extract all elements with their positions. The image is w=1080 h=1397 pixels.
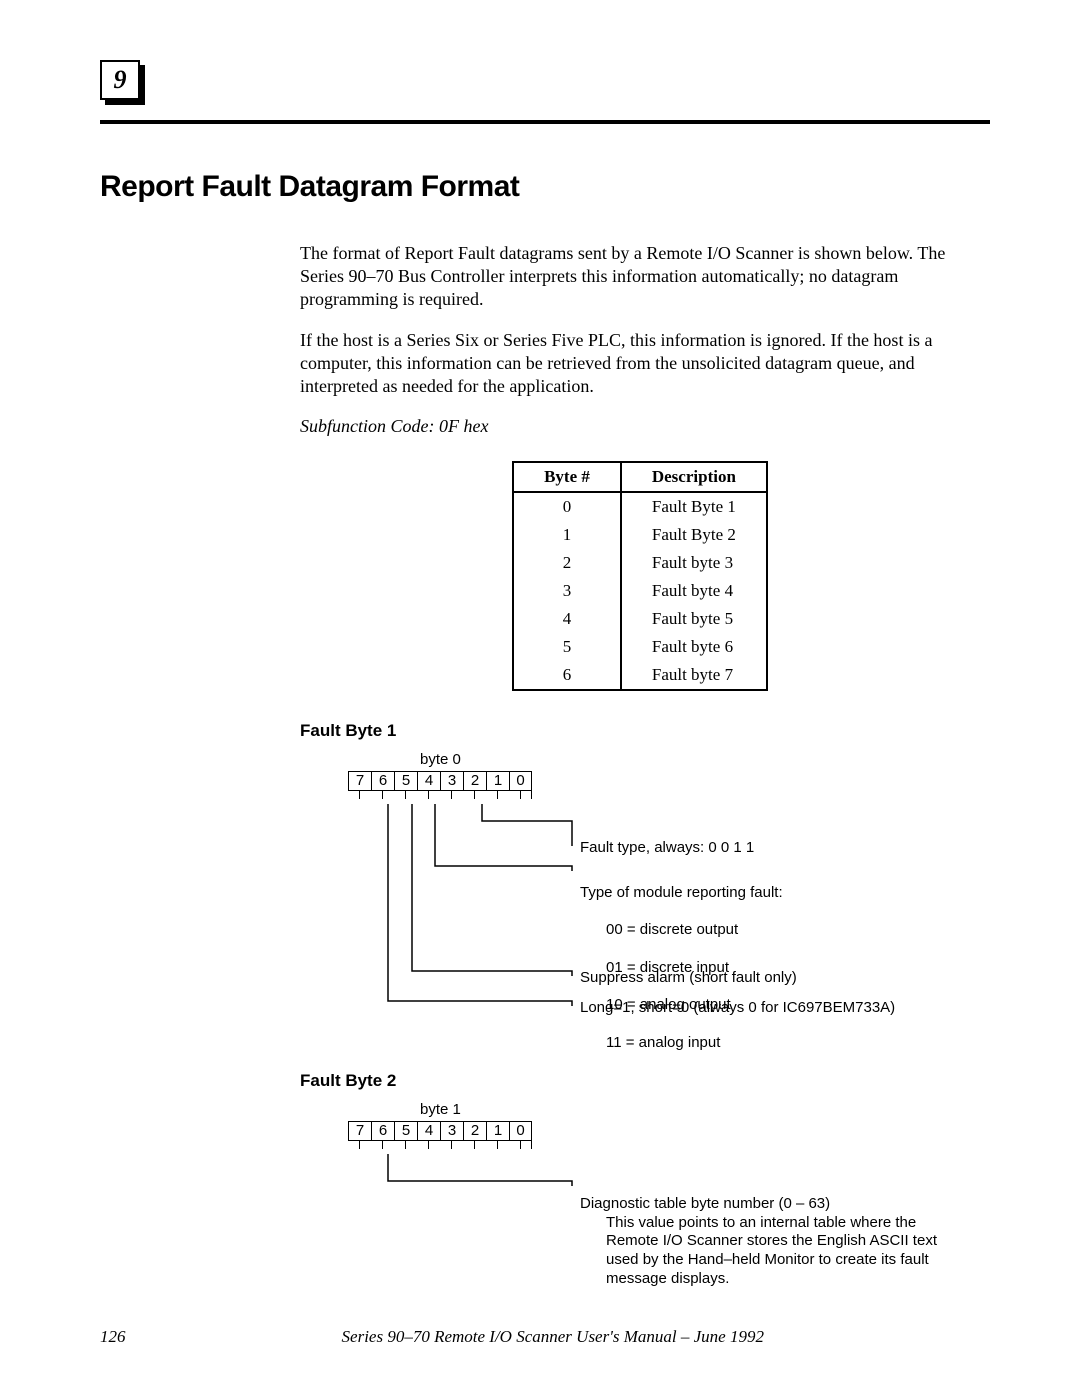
bit-cell: 6 — [371, 771, 394, 791]
table-header-desc: Description — [621, 462, 767, 492]
table-row: 5Fault byte 6 — [513, 633, 767, 661]
note-module-11: 11 = analog input — [606, 1034, 783, 1053]
header-rule — [100, 120, 990, 124]
note-diag-table: Diagnostic table byte number (0 – 63) Th… — [580, 1176, 960, 1307]
note-module-type-label: Type of module reporting fault: — [580, 884, 783, 901]
bit-cell: 5 — [394, 771, 417, 791]
bit-cell: 0 — [509, 771, 532, 791]
intro-para-1: The format of Report Fault datagrams sen… — [300, 242, 980, 311]
intro-para-2: If the host is a Series Six or Series Fi… — [300, 329, 980, 398]
fault-byte-1-diagram: byte 0 7 6 5 4 3 2 1 0 Fault type, alway… — [300, 771, 980, 1051]
page-number: 126 — [100, 1327, 126, 1347]
table-row: 4Fault byte 5 — [513, 605, 767, 633]
page-title: Report Fault Datagram Format — [100, 170, 990, 204]
table-row: 1Fault Byte 2 — [513, 521, 767, 549]
bit-cell: 1 — [486, 1121, 509, 1141]
subfunction-code: Subfunction Code: 0F hex — [300, 416, 980, 437]
byte-table: Byte # Description 0Fault Byte 1 1Fault … — [512, 461, 768, 691]
bit-cell: 3 — [440, 1121, 463, 1141]
note-suppress-alarm: Suppress alarm (short fault only) — [580, 969, 797, 988]
note-long-short: Long=1, short=0 (always 0 for IC697BEM73… — [580, 999, 895, 1018]
note-diag-desc: This value points to an internal table w… — [580, 1214, 960, 1289]
byte-label-1: byte 1 — [420, 1101, 461, 1118]
bit-cell: 4 — [417, 771, 440, 791]
bit-cell: 0 — [509, 1121, 532, 1141]
note-diag-label: Diagnostic table byte number (0 – 63) — [580, 1195, 830, 1212]
bit-cell: 7 — [348, 1121, 371, 1141]
bit-cell: 3 — [440, 771, 463, 791]
section-heading-fault1: Fault Byte 1 — [300, 721, 980, 741]
table-row: 2Fault byte 3 — [513, 549, 767, 577]
bit-cell: 1 — [486, 771, 509, 791]
bit-cell: 2 — [463, 771, 486, 791]
chapter-indicator: 9 — [100, 60, 990, 110]
table-header-byte: Byte # — [513, 462, 621, 492]
bit-cell: 7 — [348, 771, 371, 791]
page-footer: 126 Series 90–70 Remote I/O Scanner User… — [100, 1327, 980, 1347]
note-fault-type: Fault type, always: 0 0 1 1 — [580, 839, 754, 858]
bit-cell: 2 — [463, 1121, 486, 1141]
footer-text: Series 90–70 Remote I/O Scanner User's M… — [126, 1327, 981, 1347]
bit-cell: 5 — [394, 1121, 417, 1141]
fault-byte-2-diagram: byte 1 7 6 5 4 3 2 1 0 Diagnostic table … — [300, 1121, 980, 1321]
byte-label-0: byte 0 — [420, 751, 461, 768]
chapter-number: 9 — [100, 60, 140, 100]
table-row: 6Fault byte 7 — [513, 661, 767, 690]
note-module-00: 00 = discrete output — [606, 921, 783, 940]
table-row: 0Fault Byte 1 — [513, 492, 767, 521]
table-row: 3Fault byte 4 — [513, 577, 767, 605]
bit-cell: 6 — [371, 1121, 394, 1141]
bit-cell: 4 — [417, 1121, 440, 1141]
